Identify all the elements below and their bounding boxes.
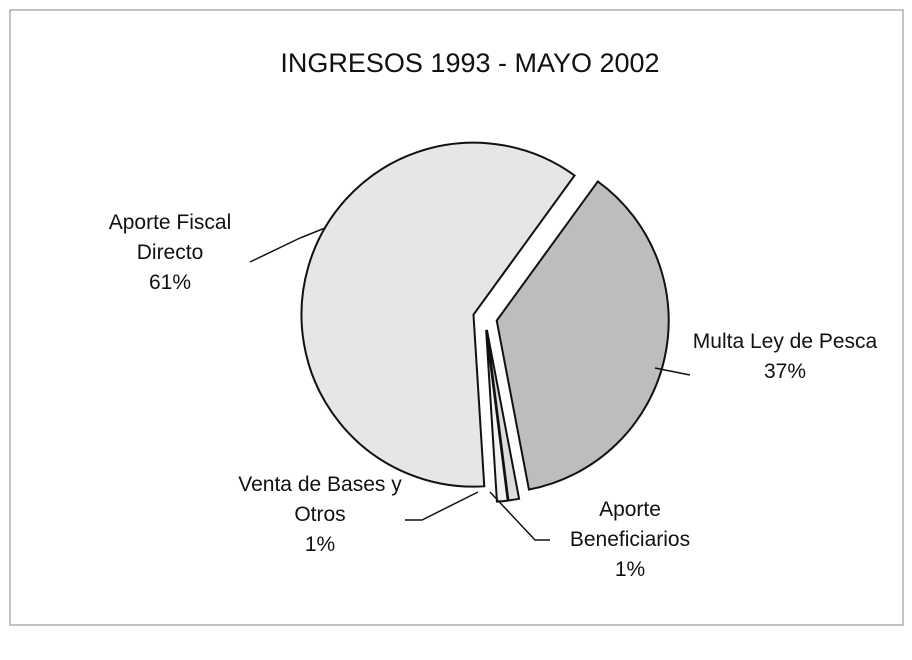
category-label: Multa Ley de Pesca: [692, 330, 878, 353]
slice-label: Multa Ley de Pesca 37%: [690, 327, 880, 387]
chart-frame: [9, 9, 904, 626]
value-label: 1%: [614, 558, 646, 581]
slices: [300, 141, 670, 503]
leader-line: [654, 367, 691, 376]
slice-label: Aporte Fiscal Directo 61%: [80, 208, 260, 298]
chart-title: INGRESOS 1993 - MAYO 2002: [280, 48, 660, 78]
category-label: Aporte Beneficiarios: [569, 498, 691, 551]
category-label: Aporte Fiscal Directo: [108, 211, 232, 264]
value-label: 37%: [763, 360, 807, 383]
slice-label: Aporte Beneficiarios 1%: [540, 495, 720, 585]
leader-line: [249, 227, 326, 263]
leader-line: [405, 491, 479, 521]
leader-lines: [249, 227, 691, 541]
value-label: 61%: [148, 271, 192, 294]
category-label: Venta de Bases y Otros: [238, 473, 402, 526]
pie-slice: [495, 180, 670, 491]
pie-slice: [485, 329, 509, 503]
value-label: 1%: [304, 533, 336, 556]
pie-slice: [300, 141, 576, 488]
leader-line: [489, 491, 550, 541]
slice-label: Venta de Bases y Otros 1%: [230, 470, 410, 560]
